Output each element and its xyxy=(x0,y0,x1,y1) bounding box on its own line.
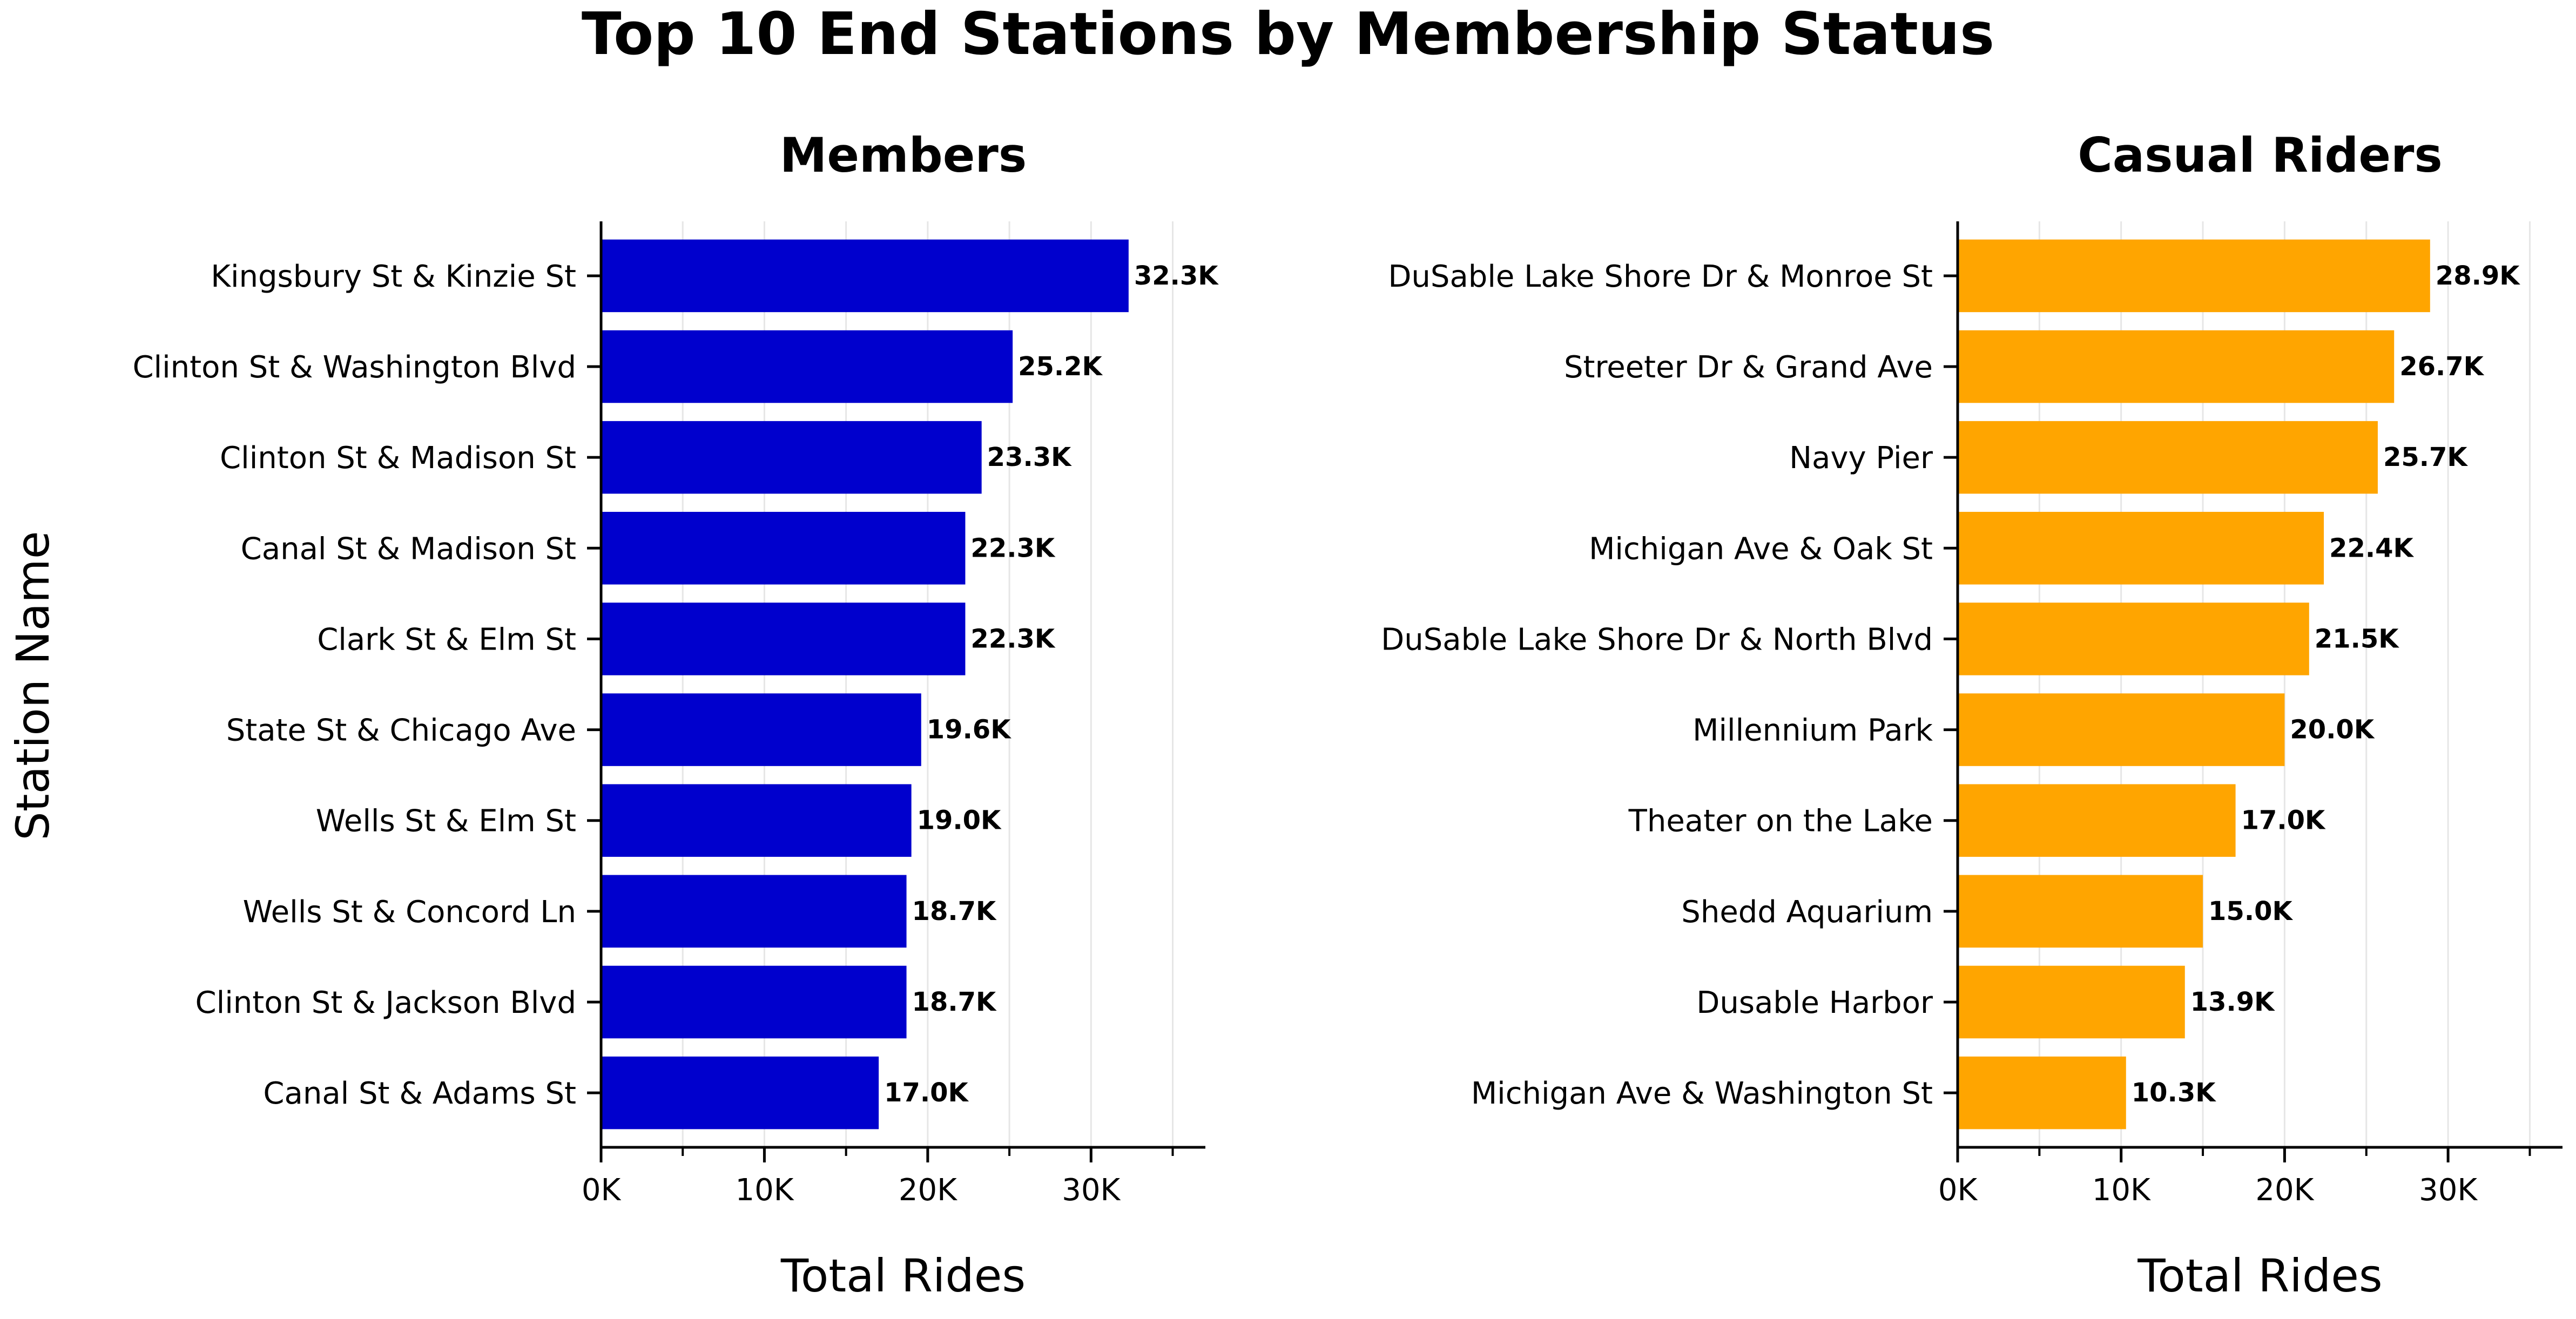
data-label: 28.9K xyxy=(2436,261,2520,291)
x-tick-label: 10K xyxy=(2092,1173,2151,1208)
y-tick-label: Streeter Dr & Grand Ave xyxy=(1564,350,1933,385)
y-tick-label: Dusable Harbor xyxy=(1696,985,1933,1020)
y-tick-label: Kingsbury St & Kinzie St xyxy=(211,259,576,294)
bar-members-1 xyxy=(601,239,1129,313)
x-axis-label: Total Rides xyxy=(2137,1249,2382,1302)
bar-casual-2 xyxy=(1958,330,2395,403)
bar-members-6 xyxy=(601,693,921,766)
x-tick-label: 10K xyxy=(735,1173,794,1208)
y-tick-label: Wells St & Concord Ln xyxy=(243,895,576,930)
bar-casual-10 xyxy=(1958,1056,2126,1129)
x-axis-label: Total Rides xyxy=(780,1249,1026,1302)
y-axis-label: Station Name xyxy=(6,531,59,840)
x-tick-label: 30K xyxy=(2419,1173,2478,1208)
bar-members-9 xyxy=(601,965,907,1039)
y-tick-label: Clinton St & Washington Blvd xyxy=(132,350,576,385)
bar-members-2 xyxy=(601,330,1013,403)
bar-casual-9 xyxy=(1958,965,2185,1039)
x-tick-label: 20K xyxy=(2255,1173,2314,1208)
y-tick-label: Navy Pier xyxy=(1789,441,1933,476)
data-label: 18.7K xyxy=(912,987,997,1017)
data-label: 13.9K xyxy=(2190,987,2275,1017)
y-tick-label: Michigan Ave & Oak St xyxy=(1589,531,1933,566)
bar-members-4 xyxy=(601,512,966,585)
data-label: 22.4K xyxy=(2329,533,2414,563)
y-tick-label: Theater on the Lake xyxy=(1628,804,1933,839)
x-tick-label: 0K xyxy=(1938,1173,1978,1208)
data-label: 17.0K xyxy=(2241,806,2326,836)
bar-members-5 xyxy=(601,603,966,675)
x-tick-label: 20K xyxy=(899,1173,957,1208)
data-label: 26.7K xyxy=(2399,351,2484,382)
figure-title: Top 10 End Stations by Membership Status xyxy=(582,1,1994,68)
data-label: 20.0K xyxy=(2290,715,2375,745)
data-label: 25.2K xyxy=(1018,351,1103,382)
panel-title: Casual Riders xyxy=(2078,127,2443,183)
x-tick-label: 0K xyxy=(582,1173,622,1208)
y-tick-label: Clinton St & Madison St xyxy=(220,441,576,476)
y-tick-label: DuSable Lake Shore Dr & Monroe St xyxy=(1388,259,1933,294)
y-tick-label: Canal St & Madison St xyxy=(241,531,576,566)
data-label: 32.3K xyxy=(1134,261,1219,291)
members-chart: Members 32.3K Kingsbury St & Kinzie St 25.2… xyxy=(132,127,1219,1302)
data-label: 23.3K xyxy=(987,442,1072,472)
data-label: 21.5K xyxy=(2315,624,2399,654)
panel-title: Members xyxy=(780,127,1027,183)
y-tick-label: Millennium Park xyxy=(1692,713,1933,748)
data-label: 18.7K xyxy=(912,896,997,926)
data-label: 19.0K xyxy=(917,806,1002,836)
bar-casual-4 xyxy=(1958,512,2324,585)
bar-casual-6 xyxy=(1958,693,2285,766)
bar-members-7 xyxy=(601,784,912,857)
data-label: 19.6K xyxy=(927,715,1011,745)
data-label: 10.3K xyxy=(2132,1078,2216,1108)
data-label: 17.0K xyxy=(884,1078,969,1108)
y-tick-label: Clinton St & Jackson Blvd xyxy=(195,985,576,1020)
y-tick-label: Shedd Aquarium xyxy=(1681,895,1933,930)
y-tick-label: Clark St & Elm St xyxy=(317,622,576,657)
bar-casual-1 xyxy=(1958,239,2430,313)
bar-members-8 xyxy=(601,875,907,948)
bar-casual-7 xyxy=(1958,784,2236,857)
y-tick-label: DuSable Lake Shore Dr & North Blvd xyxy=(1381,622,1933,657)
bar-members-10 xyxy=(601,1056,879,1129)
bar-casual-3 xyxy=(1958,421,2378,494)
data-label: 25.7K xyxy=(2383,442,2468,472)
data-label: 15.0K xyxy=(2208,896,2293,926)
bar-casual-5 xyxy=(1958,603,2309,675)
y-tick-label: Michigan Ave & Washington St xyxy=(1471,1076,1933,1111)
bar-casual-8 xyxy=(1958,875,2203,948)
x-tick-label: 30K xyxy=(1062,1173,1121,1208)
y-tick-label: Wells St & Elm St xyxy=(316,804,576,839)
y-tick-label: Canal St & Adams St xyxy=(263,1076,576,1111)
data-label: 22.3K xyxy=(970,533,1055,563)
casual-riders-chart: Casual Riders 28.9K DuSable Lake Shore Dr … xyxy=(1381,127,2562,1302)
bar-members-3 xyxy=(601,421,982,494)
data-label: 22.3K xyxy=(970,624,1055,654)
y-tick-label: State St & Chicago Ave xyxy=(226,713,576,748)
